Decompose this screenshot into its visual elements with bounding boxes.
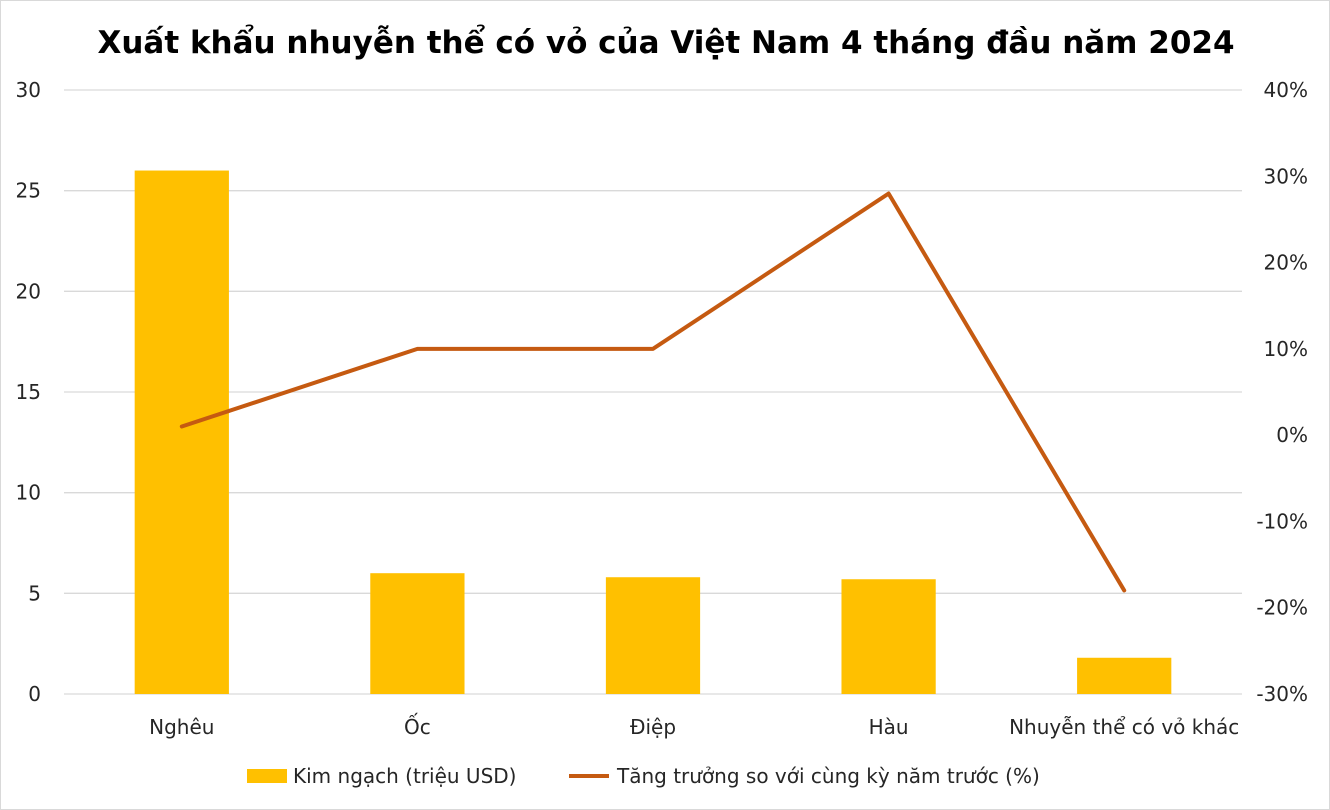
- category-label: Nghêu: [149, 715, 214, 739]
- right-tick-label: 40%: [1264, 78, 1308, 102]
- left-tick-label: 30: [16, 78, 41, 102]
- bar: [841, 579, 936, 694]
- bar-series: [134, 170, 1172, 695]
- left-tick-label: 10: [16, 481, 41, 505]
- right-tick-label: 30%: [1264, 164, 1308, 188]
- category-label: Nhuyễn thể có vỏ khác: [1009, 715, 1239, 739]
- right-tick-label: -10%: [1256, 509, 1308, 533]
- line-series: [179, 191, 1127, 593]
- left-tick-label: 15: [16, 380, 41, 404]
- left-axis-ticks: 0 5 10 15 20 25 30: [16, 78, 41, 706]
- legend-swatch-bar: [247, 769, 287, 783]
- legend-label-bar: Kim ngạch (triệu USD): [293, 764, 516, 788]
- bar: [1077, 657, 1172, 694]
- left-tick-label: 20: [16, 279, 41, 303]
- left-tick-label: 5: [28, 581, 41, 605]
- category-label: Điệp: [630, 715, 676, 739]
- category-label: Ốc: [404, 713, 431, 739]
- right-tick-label: 10%: [1264, 337, 1308, 361]
- chart-title: Xuất khẩu nhuyễn thể có vỏ của Việt Nam …: [97, 25, 1234, 61]
- bar: [370, 573, 465, 694]
- category-label: Hàu: [869, 715, 909, 739]
- left-tick-label: 0: [28, 682, 41, 706]
- right-axis-ticks: -30% -20% -10% 0% 10% 20% 30% 40%: [1256, 78, 1308, 706]
- legend: Kim ngạch (triệu USD) Tăng trưởng so với…: [247, 764, 1040, 788]
- bar: [605, 577, 701, 694]
- right-tick-label: 20%: [1264, 251, 1308, 275]
- bar: [134, 170, 229, 695]
- right-tick-label: 0%: [1276, 423, 1308, 447]
- gridlines: [64, 89, 1242, 695]
- legend-label-line: Tăng trưởng so với cùng kỳ năm trước (%): [616, 764, 1040, 788]
- category-labels: Nghêu Ốc Điệp Hàu Nhuyễn thể có vỏ khác: [149, 713, 1239, 739]
- right-tick-label: -30%: [1256, 682, 1308, 706]
- right-tick-label: -20%: [1256, 596, 1308, 620]
- left-tick-label: 25: [16, 179, 41, 203]
